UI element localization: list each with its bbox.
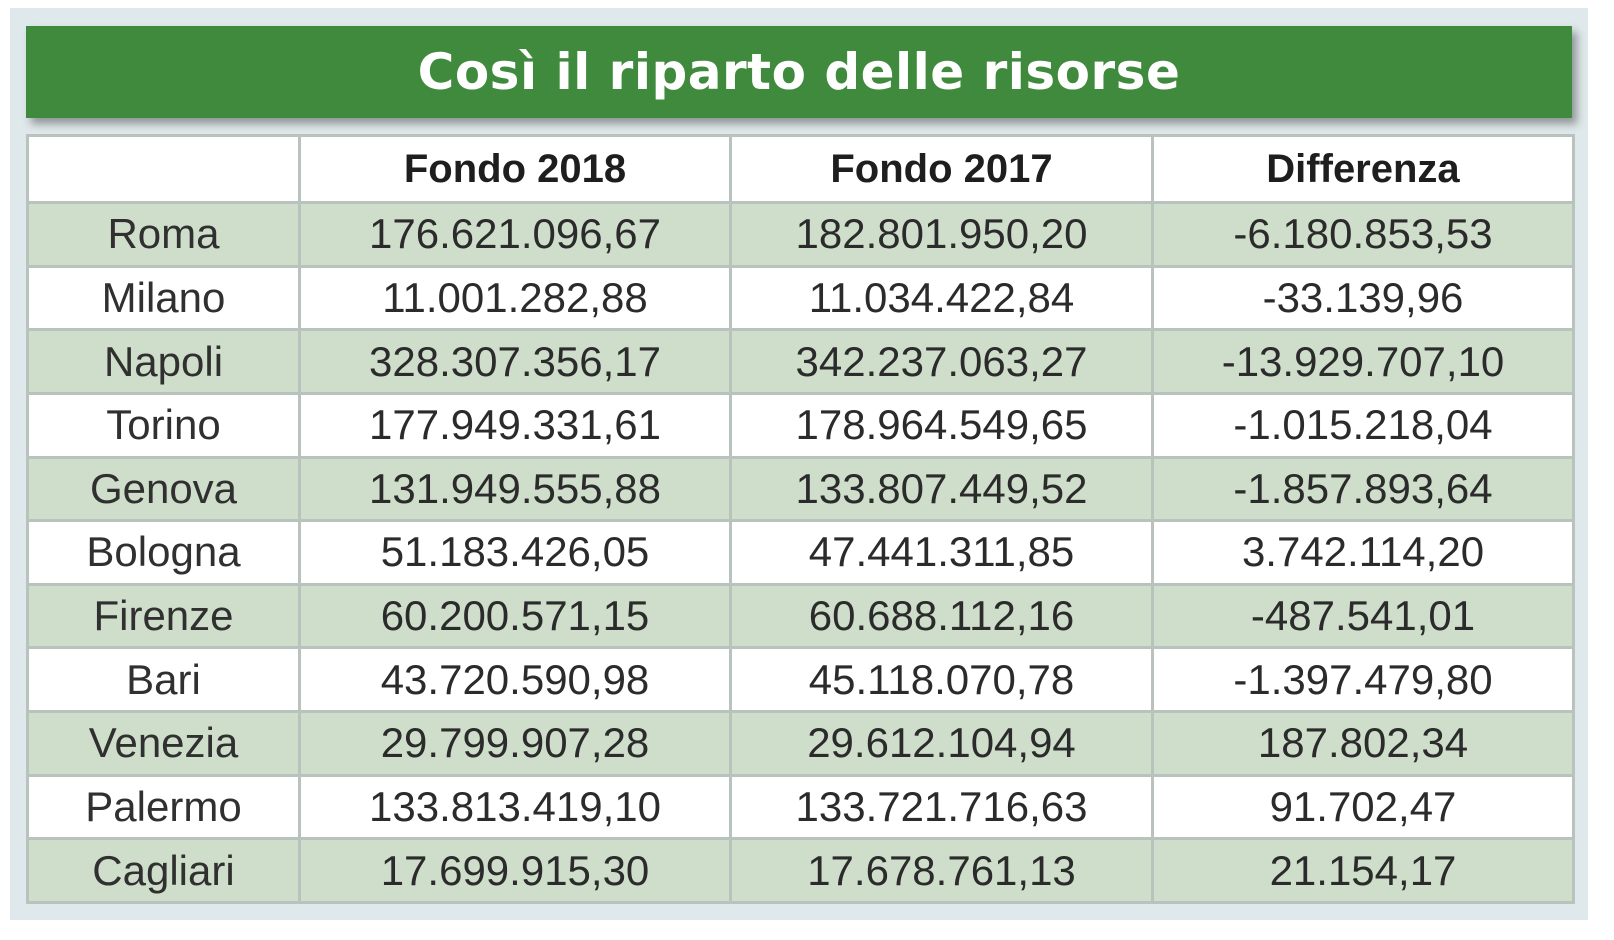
city-cell: Bologna <box>26 519 301 586</box>
fondo-2017-cell: 45.118.070,78 <box>729 646 1154 713</box>
fondo-2018-cell: 328.307.356,17 <box>298 328 732 395</box>
table-row: Napoli 328.307.356,17 342.237.063,27 -13… <box>26 328 1575 395</box>
differenza-cell: -13.929.707,10 <box>1151 328 1575 395</box>
fondo-2018-cell: 51.183.426,05 <box>298 519 732 586</box>
city-cell: Bari <box>26 646 301 713</box>
fondo-2018-cell: 17.699.915,30 <box>298 837 732 904</box>
header-fondo-2018: Fondo 2018 <box>298 134 732 204</box>
city-cell: Palermo <box>26 773 301 841</box>
city-cell: Venezia <box>26 710 301 777</box>
fondo-2017-cell: 178.964.549,65 <box>729 391 1154 459</box>
table-row: Bari 43.720.590,98 45.118.070,78 -1.397.… <box>26 646 1575 713</box>
differenza-cell: -6.180.853,53 <box>1151 201 1575 268</box>
table-row: Cagliari 17.699.915,30 17.678.761,13 21.… <box>26 837 1575 904</box>
table-row: Torino 177.949.331,61 178.964.549,65 -1.… <box>26 391 1575 459</box>
table-row: Venezia 29.799.907,28 29.612.104,94 187.… <box>26 710 1575 777</box>
header-differenza: Differenza <box>1151 134 1575 204</box>
table-row: Firenze 60.200.571,15 60.688.112,16 -487… <box>26 582 1575 650</box>
city-cell: Napoli <box>26 328 301 395</box>
resources-table: Fondo 2018 Fondo 2017 Differenza Roma 17… <box>26 134 1575 904</box>
fondo-2017-cell: 133.807.449,52 <box>729 455 1154 523</box>
fondo-2017-cell: 17.678.761,13 <box>729 837 1154 904</box>
differenza-cell: 21.154,17 <box>1151 837 1575 904</box>
city-cell: Firenze <box>26 582 301 650</box>
fondo-2018-cell: 133.813.419,10 <box>298 773 732 841</box>
table-row: Palermo 133.813.419,10 133.721.716,63 91… <box>26 773 1575 841</box>
fondo-2018-cell: 60.200.571,15 <box>298 582 732 650</box>
differenza-cell: -1.397.479,80 <box>1151 646 1575 713</box>
differenza-cell: 187.802,34 <box>1151 710 1575 777</box>
table-row: Genova 131.949.555,88 133.807.449,52 -1.… <box>26 455 1575 523</box>
fondo-2017-cell: 11.034.422,84 <box>729 264 1154 332</box>
city-cell: Cagliari <box>26 837 301 904</box>
differenza-cell: 3.742.114,20 <box>1151 519 1575 586</box>
fondo-2017-cell: 182.801.950,20 <box>729 201 1154 268</box>
differenza-cell: -1.015.218,04 <box>1151 391 1575 459</box>
fondo-2017-cell: 342.237.063,27 <box>729 328 1154 395</box>
fondo-2018-cell: 176.621.096,67 <box>298 201 732 268</box>
differenza-cell: 91.702,47 <box>1151 773 1575 841</box>
fondo-2018-cell: 177.949.331,61 <box>298 391 732 459</box>
differenza-cell: -487.541,01 <box>1151 582 1575 650</box>
city-cell: Genova <box>26 455 301 523</box>
title-banner: Così il riparto delle risorse <box>26 26 1572 118</box>
header-row: Fondo 2018 Fondo 2017 Differenza <box>26 134 1575 204</box>
fondo-2017-cell: 60.688.112,16 <box>729 582 1154 650</box>
differenza-cell: -33.139,96 <box>1151 264 1575 332</box>
table-row: Roma 176.621.096,67 182.801.950,20 -6.18… <box>26 201 1575 268</box>
fondo-2018-cell: 131.949.555,88 <box>298 455 732 523</box>
header-fondo-2017: Fondo 2017 <box>729 134 1154 204</box>
fondo-2017-cell: 47.441.311,85 <box>729 519 1154 586</box>
city-cell: Roma <box>26 201 301 268</box>
fondo-2018-cell: 43.720.590,98 <box>298 646 732 713</box>
city-cell: Milano <box>26 264 301 332</box>
fondo-2017-cell: 133.721.716,63 <box>729 773 1154 841</box>
differenza-cell: -1.857.893,64 <box>1151 455 1575 523</box>
header-city <box>26 134 301 204</box>
fondo-2018-cell: 29.799.907,28 <box>298 710 732 777</box>
fondo-2017-cell: 29.612.104,94 <box>729 710 1154 777</box>
table-row: Milano 11.001.282,88 11.034.422,84 -33.1… <box>26 264 1575 332</box>
table-row: Bologna 51.183.426,05 47.441.311,85 3.74… <box>26 519 1575 586</box>
page-title: Così il riparto delle risorse <box>417 43 1181 101</box>
city-cell: Torino <box>26 391 301 459</box>
fondo-2018-cell: 11.001.282,88 <box>298 264 732 332</box>
